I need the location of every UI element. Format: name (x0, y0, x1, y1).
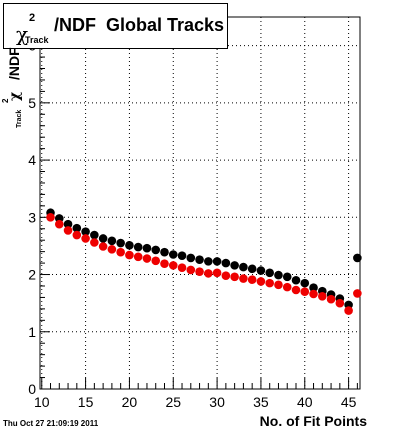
data-point (160, 247, 169, 257)
data-point (81, 227, 90, 236)
y-tick-label: 2 (28, 267, 36, 283)
data-point (125, 241, 134, 250)
x-tick-label: 15 (78, 394, 94, 410)
data-point (256, 266, 266, 275)
data-point (265, 268, 274, 278)
data-point (291, 285, 301, 295)
data-point (239, 274, 248, 283)
data-point (195, 267, 204, 276)
data-point (265, 278, 274, 288)
x-tick-label: 30 (209, 394, 225, 410)
data-point (133, 252, 143, 262)
plot-frame (39, 16, 361, 390)
x-tick-label: 40 (297, 394, 313, 410)
data-point (239, 262, 248, 272)
data-point (195, 255, 204, 264)
data-point (63, 226, 73, 235)
data-point (204, 257, 213, 266)
y-tick-label: 0 (28, 381, 36, 397)
data-point (353, 253, 362, 263)
y-axis-label-text: /NDF (6, 47, 22, 80)
data-point (247, 264, 257, 274)
data-point (335, 298, 345, 308)
data-point (151, 245, 161, 255)
timestamp: Thu Oct 27 21:09:19 2011 (3, 419, 99, 428)
x-tick-label: 10 (34, 394, 50, 410)
data-point (125, 250, 134, 260)
x-tick-label: 45 (341, 394, 357, 410)
data-point (168, 261, 178, 270)
data-point (309, 289, 318, 299)
data-point (151, 256, 161, 266)
data-point (98, 242, 108, 251)
data-point (300, 278, 310, 288)
y-tick-label: 1 (28, 324, 36, 340)
data-point (72, 230, 82, 240)
data-point (309, 283, 318, 293)
data-point (282, 272, 292, 282)
data-point (353, 289, 362, 298)
data-point (326, 294, 336, 304)
data-point (186, 253, 196, 263)
data-point (81, 234, 90, 243)
axis-tick-labels: 10152025303540450123456 (28, 38, 356, 410)
axis-ticks (40, 22, 358, 390)
data-point (177, 263, 187, 272)
y-tick-label: 4 (28, 152, 36, 168)
x-axis-label: No. of Fit Points (259, 413, 367, 429)
data-point (274, 270, 283, 280)
data-point (72, 223, 82, 233)
data-point (318, 291, 327, 301)
data-point (256, 277, 266, 286)
data-point (160, 259, 169, 268)
data-point (221, 258, 231, 268)
x-tick-label: 35 (253, 394, 269, 410)
data-point (168, 250, 178, 259)
data-points (46, 208, 362, 315)
data-point (107, 245, 117, 254)
series-2 (46, 213, 362, 315)
data-point (274, 280, 283, 290)
data-point (142, 254, 152, 263)
data-point (116, 238, 125, 248)
data-point (204, 269, 213, 278)
data-point (300, 287, 310, 297)
y-tick-label: 3 (28, 209, 36, 225)
chart-title: χ 2 Track /NDF Global Tracks (3, 3, 228, 49)
data-point (90, 238, 99, 247)
data-point (247, 275, 257, 284)
data-point (116, 247, 125, 257)
data-point (212, 268, 222, 278)
data-point (186, 265, 196, 275)
data-point (107, 236, 117, 246)
data-point (221, 271, 231, 280)
data-point (291, 275, 301, 285)
data-point (133, 242, 143, 252)
data-point (230, 261, 239, 270)
y-axis-label-subscript: Track (16, 109, 23, 128)
data-point (98, 234, 108, 243)
data-point (63, 219, 73, 229)
grid-lines (40, 17, 360, 389)
data-point (212, 257, 222, 266)
title-superscript: 2 (29, 12, 36, 24)
data-point (344, 306, 353, 315)
y-tick-label: 5 (28, 95, 36, 111)
title-subscript: Track (25, 35, 49, 45)
title-chi-symbol: χ (16, 22, 29, 46)
x-tick-label: 25 (165, 394, 181, 410)
title-text: /NDF Global Tracks (54, 15, 225, 35)
x-tick-label: 20 (122, 394, 138, 410)
data-point (230, 272, 239, 282)
data-point (54, 219, 64, 229)
series-1 (46, 208, 362, 310)
data-point (46, 213, 55, 222)
y-axis-label-superscript: 2 (1, 98, 10, 103)
data-point (90, 230, 99, 240)
data-point (282, 282, 292, 292)
data-point (177, 251, 187, 260)
data-point (142, 243, 152, 253)
